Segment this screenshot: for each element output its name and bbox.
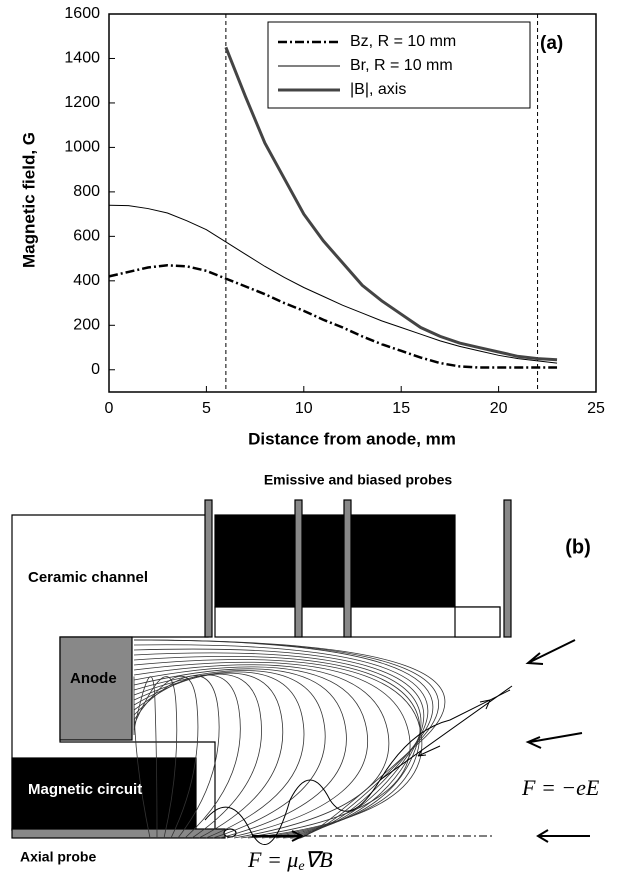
ion-arrow	[525, 732, 583, 749]
field-line	[133, 666, 369, 839]
y-tick-label: 1400	[64, 50, 100, 67]
legend-label: Br, R = 10 mm	[350, 57, 453, 74]
x-tick-label: 10	[295, 400, 313, 417]
field-line	[133, 652, 422, 839]
formula-part: F = μ	[247, 847, 298, 872]
formula-sub: e	[298, 859, 304, 874]
field-line	[133, 661, 411, 839]
force-arrow	[252, 830, 305, 842]
label: Axial probe	[20, 849, 96, 865]
field-line	[133, 668, 347, 839]
x-tick-label: 25	[587, 400, 605, 417]
panel-label: (a)	[540, 33, 563, 54]
y-tick-label: 200	[73, 317, 100, 334]
field-line	[133, 676, 158, 839]
magnetic-circuit	[11, 757, 197, 831]
series-line	[108, 204, 558, 364]
x-axis-label: Distance from anode, mm	[248, 429, 456, 448]
label: Anode	[70, 670, 117, 687]
label: Ceramic channel	[28, 569, 148, 586]
electron-trajectory	[204, 689, 511, 845]
field-line	[133, 676, 151, 839]
label: Magnetic circuit	[28, 781, 142, 798]
y-tick-label: 1000	[64, 139, 100, 156]
legend-label: Bz, R = 10 mm	[350, 33, 456, 50]
plot-frame	[108, 13, 597, 393]
field-line	[133, 639, 439, 839]
field-line	[133, 639, 434, 839]
field-line	[133, 672, 284, 839]
field-line	[133, 639, 446, 839]
y-tick-label: 800	[73, 183, 100, 200]
y-tick-label: 0	[91, 361, 100, 378]
x-tick-label: 0	[105, 400, 114, 417]
y-tick-label: 1600	[64, 5, 100, 22]
formula: F = −eE	[521, 775, 600, 800]
field-line	[133, 671, 305, 839]
field-line	[133, 664, 390, 839]
probe	[503, 499, 512, 638]
channel-wall	[214, 606, 501, 638]
y-tick-label: 400	[73, 272, 100, 289]
anode	[59, 636, 133, 741]
field-line	[133, 644, 429, 839]
series-line	[224, 46, 558, 362]
legend-box	[267, 21, 531, 109]
field-line	[133, 674, 241, 839]
field-line	[133, 676, 178, 839]
probe	[294, 499, 303, 638]
channel-wall	[454, 606, 501, 638]
y-axis-label: Magnetic field, G	[19, 132, 38, 268]
magnet-block	[214, 514, 456, 608]
legend-label: |B|, axis	[350, 81, 406, 98]
x-tick-label: 5	[202, 400, 211, 417]
legend: Bz, R = 10 mm Br, R = 10 mm |B|, axis	[278, 33, 456, 98]
formula: F = μe∇B	[247, 847, 333, 874]
y-tick-label: 600	[73, 228, 100, 245]
ion-arrow	[536, 829, 590, 843]
diagram: Emissive and biased probes (b) Ceramic c…	[11, 472, 600, 874]
x-tick-label: 15	[392, 400, 410, 417]
panel-label: (b)	[565, 536, 591, 558]
series-line	[108, 264, 558, 369]
trajectory-arrows	[379, 685, 513, 781]
diagram-title: Emissive and biased probes	[264, 472, 453, 488]
field-line	[133, 675, 220, 839]
field-line	[133, 648, 425, 839]
ion-arrow	[525, 639, 576, 665]
formula-part: ∇B	[305, 847, 333, 872]
field-lines	[133, 639, 446, 839]
probe	[204, 499, 213, 638]
probe	[343, 499, 352, 638]
x-tick-label: 20	[490, 400, 508, 417]
field-line	[133, 670, 326, 839]
y-tick-label: 1200	[64, 94, 100, 111]
